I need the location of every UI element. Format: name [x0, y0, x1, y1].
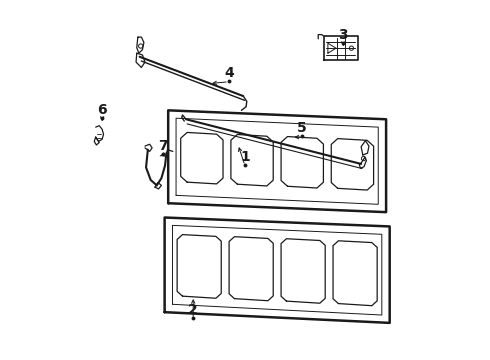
- Text: 2: 2: [188, 303, 198, 318]
- Text: 7: 7: [158, 139, 168, 153]
- Text: 1: 1: [240, 150, 250, 164]
- Text: 6: 6: [98, 103, 107, 117]
- Text: 5: 5: [297, 121, 307, 135]
- Text: 4: 4: [224, 66, 234, 80]
- Text: 3: 3: [339, 28, 348, 42]
